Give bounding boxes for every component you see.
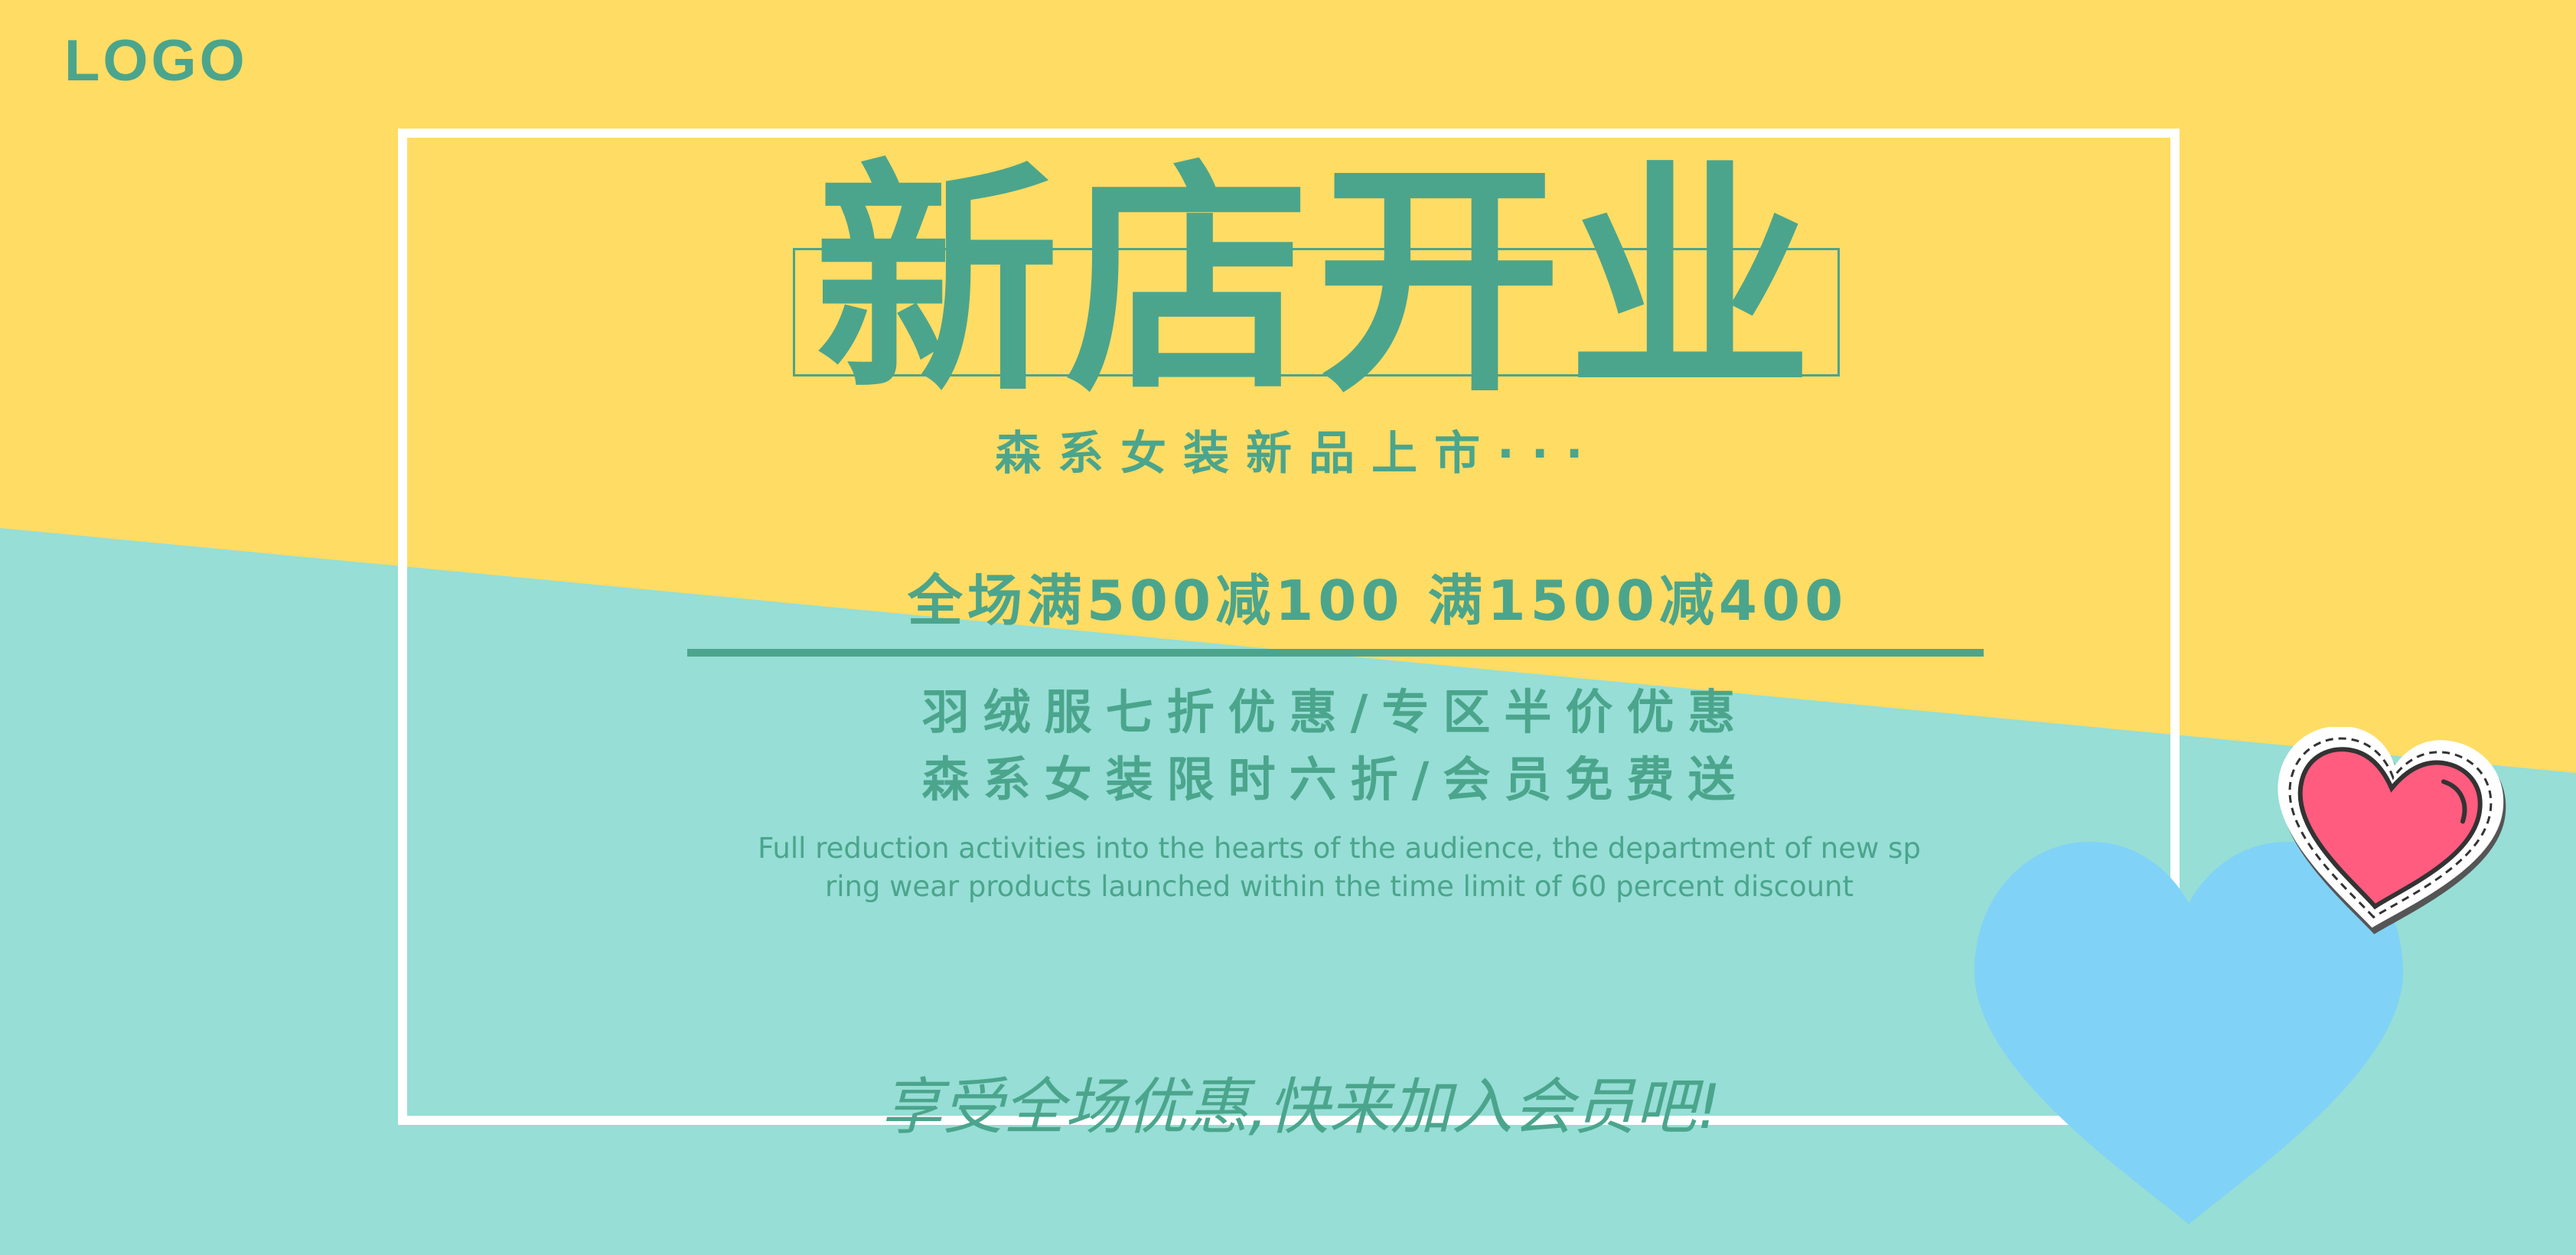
offer-line-1: 羽绒服七折优惠/专区半价优惠 (921, 684, 1749, 740)
english-description: Full reduction activities into the heart… (658, 830, 2020, 906)
divider-line (687, 649, 1984, 657)
heart-sticker-icon (2278, 727, 2506, 934)
banner-title: 新店开业 (814, 140, 1818, 425)
white-frame (398, 129, 2180, 1125)
title-outline-box (793, 248, 1840, 376)
english-line-2: ring wear products launched within the t… (824, 870, 1854, 903)
heart-icon (1974, 842, 2403, 1224)
offer-line-2: 森系女装限时六折/会员免费送 (921, 751, 1749, 807)
logo: LOGO (64, 28, 248, 93)
banner-subtitle: 森系女装新品上市··· (995, 427, 1600, 481)
call-to-action: 享受全场优惠,快来加入会员吧! (881, 1071, 1721, 1143)
promo-discount: 全场满500减100 满1500减400 (907, 569, 1848, 633)
english-line-1: Full reduction activities into the heart… (758, 832, 1921, 865)
